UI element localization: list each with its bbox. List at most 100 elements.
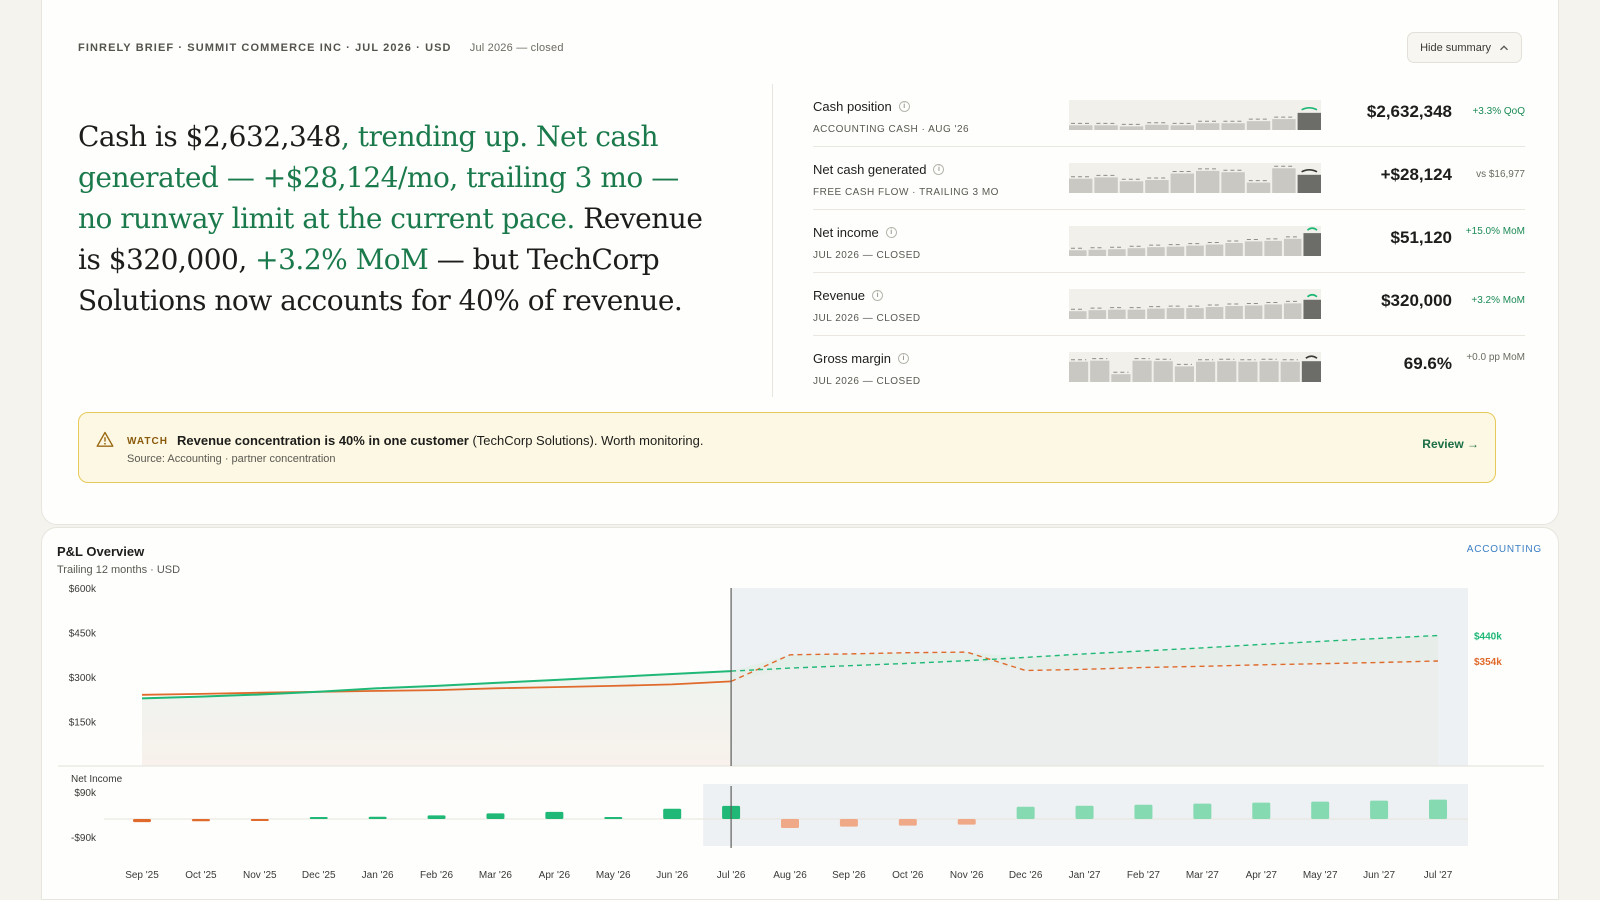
net-income-bar[interactable] [486, 813, 505, 819]
sparkline-trend-cap [1301, 107, 1318, 111]
sparkline-bar [1244, 305, 1263, 319]
pl-chart[interactable]: $600k $450k $300k $150k $440k $354k Net Income… [42, 528, 1560, 900]
revenue-end-label: $440k [1474, 631, 1502, 642]
metric-row-net-cash-generated[interactable]: Net cash generated i FREE CASH FLOW · TRA… [813, 147, 1525, 210]
metric-title: Revenue [813, 288, 866, 303]
net-income-bar[interactable] [191, 819, 210, 822]
metric-sparkline [1069, 163, 1321, 193]
sparkline-bar [1069, 361, 1089, 382]
x-tick-label: Nov '26 [950, 870, 984, 881]
revenue-line-actual[interactable] [141, 670, 732, 700]
sparkline-bar [1186, 245, 1204, 256]
x-tick-label: Oct '26 [892, 870, 924, 881]
sparkline-bar [1108, 249, 1126, 256]
net-income-bar[interactable] [309, 817, 328, 819]
sparkline-bar [1108, 309, 1126, 319]
net-income-bar[interactable] [1252, 802, 1271, 819]
forecast-area [731, 635, 1438, 766]
bar-y-tick-top: $90k [74, 788, 97, 799]
net-income-bar[interactable] [1370, 800, 1389, 819]
revenue-area [142, 671, 732, 766]
net-income-bar[interactable] [604, 817, 623, 819]
net-income-bar[interactable] [663, 808, 682, 819]
sparkline-bar [1094, 177, 1118, 193]
info-icon[interactable]: i [933, 164, 945, 175]
net-income-bar[interactable] [839, 819, 858, 827]
hide-summary-button[interactable]: Hide summary [1407, 32, 1522, 63]
sparkline-bar [1196, 361, 1216, 382]
net-income-bar[interactable] [1134, 804, 1153, 819]
net-income-bar[interactable] [1075, 805, 1094, 819]
metric-row-net-income[interactable]: Net income i JUL 2026 — CLOSED $51,120 +1… [813, 210, 1525, 273]
sparkline-bar [1088, 310, 1107, 319]
accounting-source-link[interactable]: ACCOUNTING [1466, 544, 1542, 555]
x-tick-label: Feb '27 [1127, 870, 1160, 881]
y-tick-label: $450k [69, 629, 97, 640]
net-income-bar[interactable] [1429, 799, 1447, 819]
chevron-up-icon [1500, 44, 1508, 50]
net-income-bar[interactable] [133, 819, 151, 823]
net-income-bar[interactable] [1311, 801, 1330, 819]
metric-row-gross-margin[interactable]: Gross margin i JUL 2026 — CLOSED 69.6% +0… [813, 336, 1525, 399]
sparkline-bar [1119, 126, 1144, 130]
net-income-bar[interactable] [1016, 806, 1035, 819]
x-tick-label: Mar '27 [1186, 870, 1219, 881]
net-income-bar[interactable] [781, 819, 799, 828]
metric-sparkline [1069, 289, 1321, 319]
metric-row-cash-position[interactable]: Cash position i ACCOUNTING CASH · AUG '26… [813, 84, 1525, 147]
sparkline-bar [1196, 170, 1220, 193]
bar-chart-title: Net Income [71, 774, 123, 785]
sparkline-bar [1094, 125, 1118, 130]
expenses-line-actual[interactable] [141, 680, 732, 696]
sparkline-bar [1166, 246, 1185, 256]
metric-value: $51,120 [1390, 228, 1452, 247]
net-income-bar[interactable] [545, 811, 564, 819]
info-icon[interactable]: i [885, 227, 897, 238]
x-tick-label: Aug '26 [773, 870, 807, 881]
info-icon[interactable]: i [898, 353, 910, 364]
revenue-line-forecast[interactable] [731, 634, 1439, 672]
net-income-bar[interactable] [898, 819, 917, 826]
metric-sparkline [1069, 226, 1321, 256]
sparkline-bar [1283, 303, 1302, 319]
sparkline-bar [1244, 241, 1263, 256]
sparkline-bar [1205, 307, 1224, 319]
brief-breadcrumb: FINRELY BRIEF · SUMMIT COMMERCE INC · JU… [78, 42, 452, 54]
x-tick-label: Jan '26 [362, 870, 394, 881]
metric-row-revenue[interactable]: Revenue i JUL 2026 — CLOSED $320,000 +3.2… [813, 273, 1525, 336]
info-icon[interactable]: i [898, 101, 910, 112]
metric-subtitle: JUL 2026 — CLOSED [813, 376, 921, 387]
sparkline-bar [1238, 361, 1258, 382]
hide-summary-label: Hide summary [1420, 41, 1491, 54]
y-tick-label: $150k [69, 718, 97, 729]
x-tick-label: May '26 [596, 870, 631, 881]
sparkline-trend-cap [1306, 293, 1318, 298]
sparkline-bar [1196, 123, 1220, 130]
expenses-line-forecast[interactable] [730, 651, 1439, 683]
metric-delta: +3.2% MoM [1471, 295, 1525, 306]
x-tick-label: May '27 [1303, 870, 1338, 881]
net-income-bar[interactable] [957, 819, 976, 825]
sparkline-bar [1264, 240, 1282, 256]
sparkline-bar [1090, 360, 1110, 382]
x-tick-label: Nov '25 [243, 870, 277, 881]
sparkline-bar [1170, 125, 1194, 130]
net-income-bar[interactable] [427, 815, 446, 819]
metric-delta: +3.3% QoQ [1472, 106, 1525, 117]
info-icon[interactable]: i [872, 290, 884, 301]
headline-cash-trend: , trending up. Net cash generated — +$28… [78, 120, 679, 235]
net-income-bar[interactable] [368, 816, 387, 819]
net-income-bar[interactable] [250, 819, 269, 821]
x-tick-label: Oct '25 [185, 870, 217, 881]
metric-title: Net income [813, 225, 879, 240]
sparkline-bar [1221, 123, 1245, 130]
sparkline-bar [1127, 309, 1146, 319]
review-link[interactable]: Review → [1422, 437, 1479, 451]
metric-title: Cash position [813, 99, 892, 114]
x-tick-label: Dec '26 [1009, 870, 1043, 881]
net-income-bar[interactable] [1193, 803, 1212, 819]
bar-y-tick-bottom: -$90k [71, 833, 97, 844]
sparkline-bar [1301, 361, 1321, 382]
metric-subtitle: JUL 2026 — CLOSED [813, 250, 921, 261]
x-tick-label: Sep '26 [832, 870, 866, 881]
